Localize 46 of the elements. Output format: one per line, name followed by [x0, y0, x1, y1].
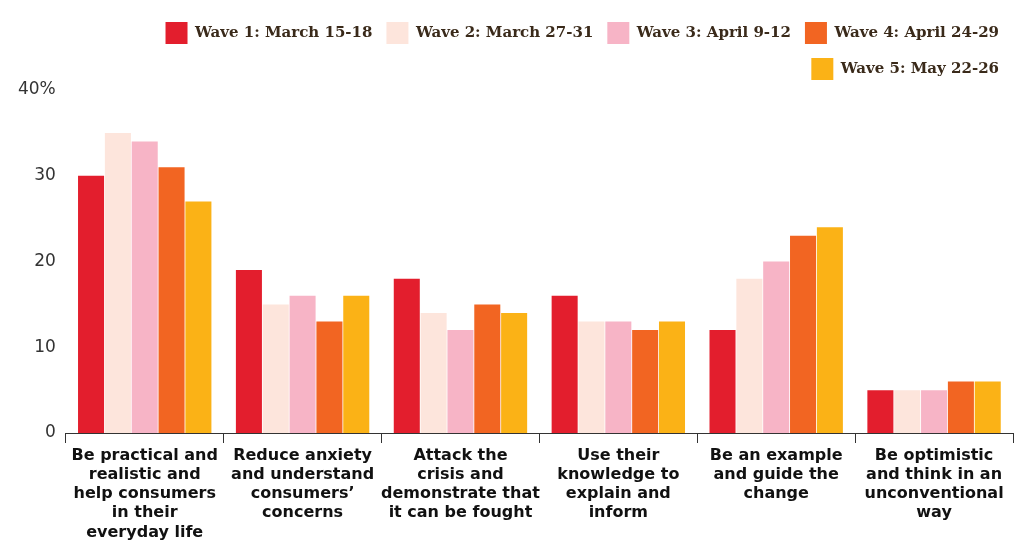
bar [763, 261, 790, 433]
bar [790, 235, 817, 433]
x-tick-label: Reduce anxiety and understand consumers’ concerns [231, 444, 375, 522]
bar [289, 295, 316, 433]
bar [501, 312, 528, 433]
bar [262, 304, 289, 433]
bar [343, 295, 370, 433]
y-tick-label: 40% [17, 78, 56, 99]
bar [816, 227, 843, 433]
bar [235, 270, 262, 433]
bar [921, 390, 948, 433]
x-tick-label: Use their knowledge to explain and inform [557, 444, 680, 522]
legend-label: Wave 1: March 15-18 [194, 22, 373, 41]
legend-label: Wave 4: April 24-29 [833, 22, 999, 41]
bar [447, 330, 474, 433]
x-tick-label: Be practical and realistic and help consumers in their everyday life [71, 444, 218, 541]
bar [894, 390, 921, 433]
legend-label: Wave 5: May 22-26 [839, 58, 1000, 77]
bar [632, 330, 659, 433]
bar [551, 295, 578, 433]
bar [947, 381, 974, 433]
bar [736, 278, 763, 433]
bar [474, 304, 501, 433]
bar [185, 201, 212, 433]
bar [974, 381, 1001, 433]
bar [393, 278, 420, 433]
bar [104, 132, 131, 433]
bar [605, 321, 632, 433]
x-tick-label: Be optimistic and think in an unconventional way [864, 444, 1004, 522]
y-tick-label: 30 [34, 164, 56, 185]
bar [578, 321, 605, 433]
legend-label: Wave 2: March 27-31 [414, 22, 594, 41]
bar [420, 312, 447, 433]
y-tick-label: 20 [34, 249, 56, 270]
bar [658, 321, 686, 433]
bar [316, 321, 343, 433]
bar [709, 330, 736, 433]
x-tick-label: Attack the crisis and demonstrate that it can be fought [381, 444, 541, 522]
bar [158, 167, 185, 433]
bar [78, 175, 105, 433]
legend-label: Wave 3: April 9-12 [635, 22, 791, 41]
y-tick-label: 0 [44, 421, 56, 442]
x-tick-label: Be an example and guide the change [709, 444, 843, 503]
y-tick-label: 10 [34, 335, 56, 356]
bar [131, 141, 158, 433]
bar [867, 390, 894, 433]
